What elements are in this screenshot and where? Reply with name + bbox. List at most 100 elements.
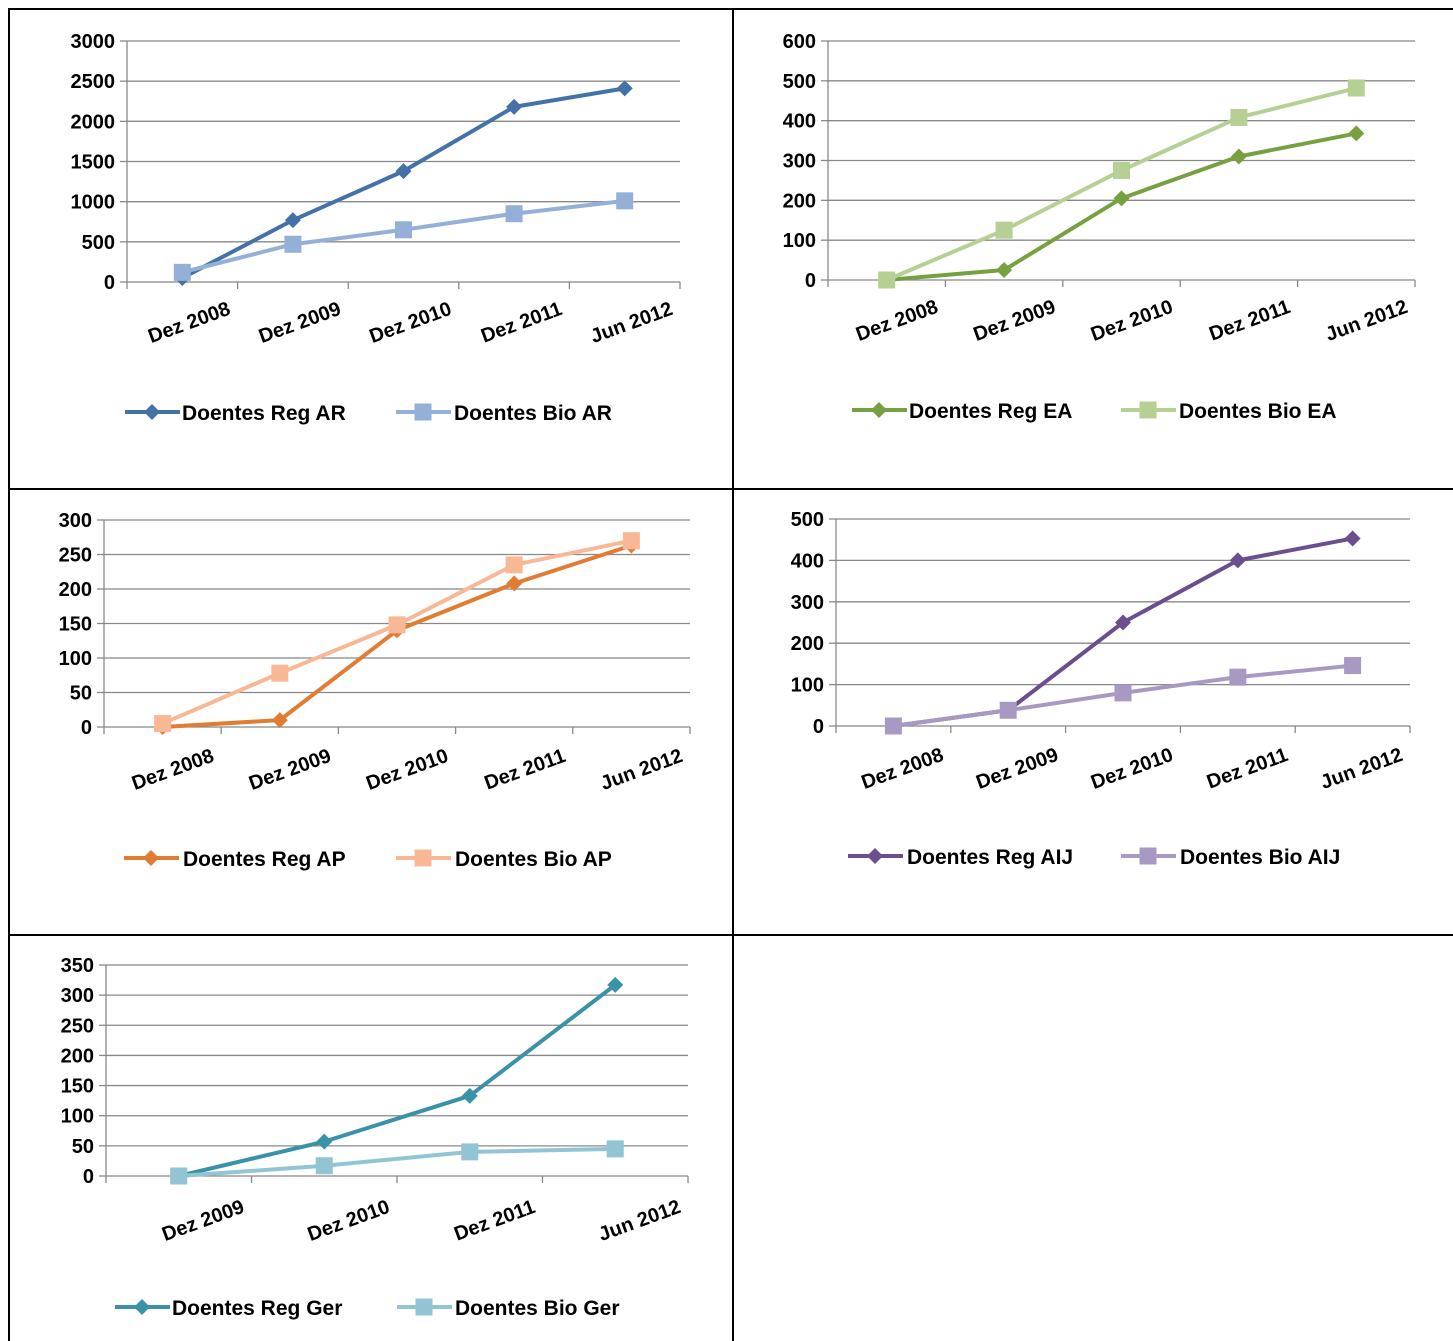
data-point bbox=[995, 221, 1013, 239]
data-point bbox=[1113, 190, 1130, 207]
data-point bbox=[606, 1140, 624, 1158]
y-tick-label: 200 bbox=[791, 633, 824, 655]
y-tick-label: 250 bbox=[59, 545, 92, 567]
data-point bbox=[622, 532, 640, 550]
y-tick-label: 50 bbox=[72, 1136, 94, 1158]
y-tick-label: 100 bbox=[61, 1106, 94, 1128]
data-point bbox=[271, 664, 289, 682]
data-point bbox=[1230, 108, 1248, 126]
data-point bbox=[461, 1143, 479, 1161]
y-tick-label: 50 bbox=[70, 683, 92, 705]
y-tick-label: 300 bbox=[783, 151, 816, 173]
data-point bbox=[173, 263, 191, 281]
data-point bbox=[506, 575, 523, 592]
y-tick-label: 0 bbox=[813, 716, 824, 738]
data-point bbox=[1114, 684, 1132, 702]
legend-label: Doentes Reg AP bbox=[183, 848, 346, 871]
data-point bbox=[170, 1167, 188, 1185]
y-tick-label: 250 bbox=[61, 1015, 94, 1037]
data-point bbox=[1344, 657, 1362, 675]
data-point bbox=[1115, 614, 1131, 631]
x-tick-label: Dez 2011 bbox=[451, 1196, 538, 1246]
data-point bbox=[616, 80, 633, 97]
x-tick-label: Jun 2012 bbox=[596, 1196, 684, 1246]
y-tick-label: 200 bbox=[61, 1045, 94, 1067]
data-point bbox=[505, 556, 523, 574]
x-tick-label: Dez 2009 bbox=[159, 1196, 247, 1246]
y-tick-label: 1500 bbox=[71, 152, 116, 174]
legend-label: Doentes Bio Ger bbox=[455, 1297, 620, 1320]
legend-label: Doentes Bio AR bbox=[454, 402, 612, 425]
legend-label: Doentes Bio AP bbox=[455, 848, 612, 871]
x-tick-label: Dez 2010 bbox=[305, 1196, 393, 1246]
data-point bbox=[316, 1133, 333, 1150]
y-tick-label: 300 bbox=[61, 985, 94, 1007]
legend-label: Doentes Reg EA bbox=[909, 400, 1072, 423]
legend-label: Doentes Bio EA bbox=[1179, 400, 1337, 423]
data-point bbox=[388, 616, 406, 634]
y-tick-label: 500 bbox=[82, 232, 115, 254]
legend-label: Doentes Reg AR bbox=[182, 402, 346, 425]
data-point bbox=[1113, 161, 1130, 179]
legend-marker bbox=[1139, 847, 1157, 865]
legend-marker bbox=[414, 849, 432, 867]
y-tick-label: 3000 bbox=[71, 31, 116, 53]
data-point bbox=[395, 163, 412, 180]
y-tick-label: 100 bbox=[59, 648, 92, 670]
y-tick-label: 300 bbox=[791, 592, 824, 614]
data-point bbox=[1348, 125, 1365, 142]
legend-marker bbox=[415, 1298, 433, 1316]
y-tick-label: 0 bbox=[104, 272, 115, 294]
data-point bbox=[1230, 148, 1247, 165]
data-point bbox=[284, 235, 302, 253]
data-point bbox=[506, 98, 523, 115]
data-point bbox=[395, 221, 412, 239]
legend-marker bbox=[867, 848, 883, 864]
y-tick-label: 200 bbox=[59, 579, 92, 601]
data-point bbox=[607, 976, 624, 993]
y-tick-label: 300 bbox=[59, 510, 92, 532]
data-point bbox=[284, 212, 301, 229]
data-point bbox=[271, 712, 288, 729]
data-point bbox=[996, 262, 1013, 279]
y-tick-label: 200 bbox=[783, 190, 816, 212]
legend-label: Doentes Bio AIJ bbox=[1180, 846, 1340, 869]
y-tick-label: 500 bbox=[783, 71, 816, 93]
y-tick-label: 0 bbox=[83, 1166, 94, 1188]
y-tick-label: 2500 bbox=[71, 71, 116, 93]
legend-label: Doentes Reg AIJ bbox=[907, 846, 1073, 869]
data-point bbox=[884, 717, 902, 735]
legend-marker bbox=[1139, 401, 1157, 419]
data-point bbox=[505, 205, 523, 223]
series-line bbox=[178, 1146, 616, 1178]
y-tick-label: 350 bbox=[61, 955, 94, 977]
legend-marker bbox=[871, 402, 887, 418]
y-tick-label: 400 bbox=[791, 550, 824, 572]
data-point bbox=[1344, 530, 1361, 547]
legend-marker bbox=[134, 1299, 150, 1315]
data-point bbox=[999, 701, 1017, 719]
y-tick-label: 150 bbox=[61, 1076, 94, 1098]
data-point bbox=[154, 715, 172, 733]
y-tick-label: 1000 bbox=[71, 192, 116, 214]
legend-marker bbox=[144, 404, 160, 420]
data-point bbox=[1229, 668, 1247, 686]
y-tick-label: 0 bbox=[81, 717, 92, 739]
legend-label: Doentes Reg Ger bbox=[172, 1297, 342, 1320]
legend-marker bbox=[414, 403, 432, 421]
data-point bbox=[315, 1157, 333, 1175]
y-tick-label: 500 bbox=[791, 509, 824, 531]
data-point bbox=[461, 1087, 478, 1104]
y-tick-label: 2000 bbox=[71, 111, 116, 133]
data-point bbox=[878, 271, 896, 289]
y-tick-label: 600 bbox=[783, 31, 816, 53]
y-tick-label: 150 bbox=[59, 614, 92, 636]
y-tick-label: 100 bbox=[783, 230, 816, 252]
y-tick-label: 400 bbox=[783, 111, 816, 133]
y-tick-label: 0 bbox=[805, 270, 816, 292]
